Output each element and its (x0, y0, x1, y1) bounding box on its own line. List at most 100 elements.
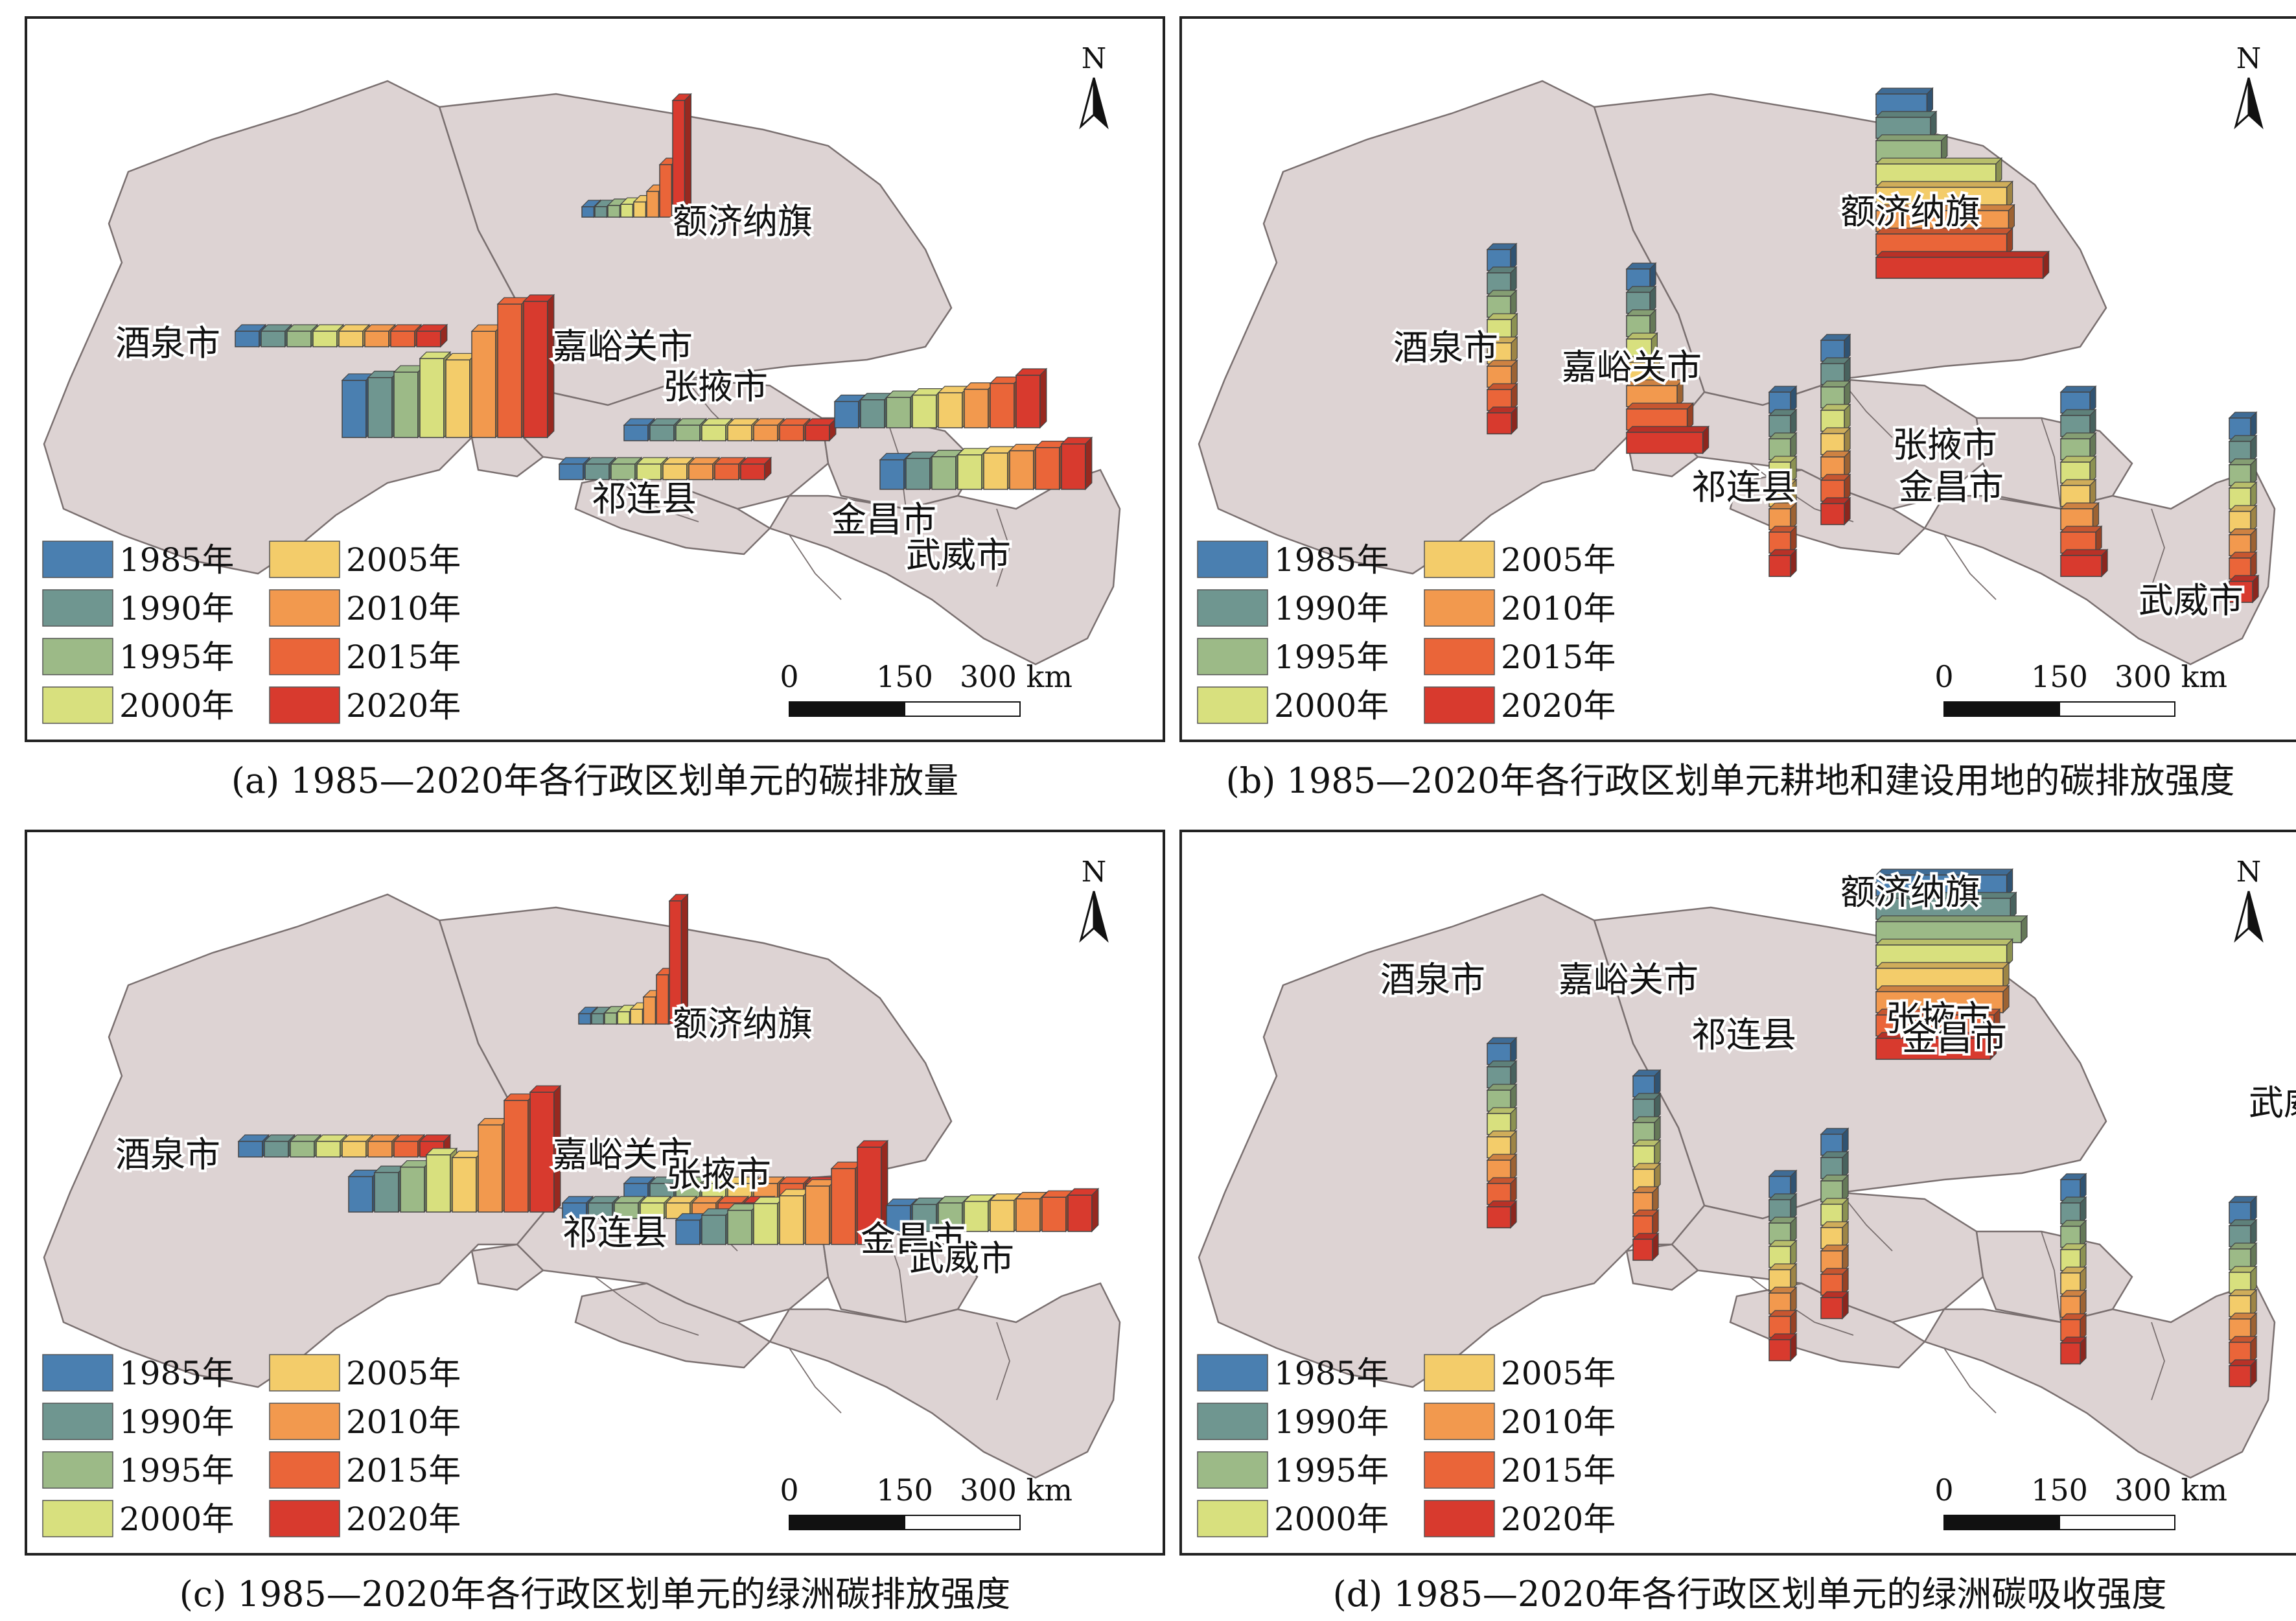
legend-swatch (1197, 1403, 1268, 1440)
bar-mark (620, 204, 634, 218)
bar-mark-top (2059, 549, 2109, 556)
legend-item: 2015年 (1424, 638, 1616, 676)
bar-mark-side (1039, 367, 1047, 429)
bar-mark (688, 463, 713, 480)
region-bar-group (1875, 87, 2050, 279)
bar-mark (1041, 1196, 1067, 1232)
legend-swatch (269, 1354, 340, 1392)
bar-mark (669, 900, 682, 1025)
bar-mark (931, 456, 957, 490)
bar-mark (1875, 257, 2044, 279)
legend-swatch (269, 686, 340, 724)
legend-swatch (1424, 1500, 1495, 1537)
region-label: 张掖市 (1886, 998, 1991, 1039)
region-bar-group (558, 456, 772, 481)
bar-mark (594, 206, 608, 218)
region-bar-group (1768, 385, 1798, 577)
county-boundary (594, 1276, 699, 1336)
county-boundary (1943, 1347, 1997, 1414)
legend-label: 2000年 (1274, 687, 1389, 725)
legend-label: 2010年 (346, 590, 461, 627)
bar-mark (497, 303, 522, 438)
legend-swatch (1197, 686, 1268, 724)
scale-segment-white (2059, 1515, 2175, 1530)
legend-item: 2000年 (1197, 1500, 1389, 1538)
scale-label: 0 (1934, 1473, 1953, 1508)
region-label: 酒泉市 (115, 1134, 220, 1175)
legend-label: 1985年 (119, 1355, 234, 1392)
legend-item: 2020年 (269, 686, 461, 725)
legend-label: 2005年 (1501, 1355, 1616, 1392)
bar-mark (1487, 412, 1512, 435)
bar-mark (1015, 375, 1041, 428)
region-label: 嘉峪关市 (1559, 959, 1699, 1000)
region-label: 酒泉市 (1393, 327, 1498, 368)
bar-mark (2229, 1365, 2251, 1388)
county-boundary (996, 1322, 1010, 1401)
bar-mark (529, 1091, 555, 1213)
region-qilian (574, 1282, 772, 1369)
legend: 1985年 1990年 1995年 2000年 2005年 2010年 2015年 2020年 (1197, 1354, 1616, 1538)
bar-mark-top (1875, 181, 2014, 188)
legend-swatch (42, 1403, 113, 1440)
region-bar-group (623, 417, 837, 442)
legend-swatch (1197, 1500, 1268, 1537)
scale-segment-white (904, 701, 1021, 717)
bar-mark (990, 1200, 1015, 1232)
legend-swatch (1424, 1451, 1495, 1489)
region-label: 金昌市 (861, 1219, 966, 1259)
scale-segment-black (789, 1515, 905, 1530)
bar-mark (419, 358, 445, 438)
legend-label: 2015年 (346, 1452, 461, 1489)
region-bar-group (1632, 1069, 1662, 1261)
bar-mark (614, 1202, 639, 1219)
region-label: 武威市 (909, 1238, 1014, 1279)
bar-mark (2060, 555, 2102, 577)
bar-mark (374, 1172, 399, 1213)
bar-mark-top (1875, 939, 2014, 946)
legend-item: 2010年 (1424, 589, 1616, 627)
bar-mark (393, 1141, 419, 1158)
region-bar-group (1768, 1169, 1798, 1362)
bar-mark (649, 425, 675, 441)
bar-mark (478, 1124, 503, 1213)
county-boundary (1943, 534, 1997, 600)
legend-label: 2000年 (119, 687, 234, 725)
scale-segment-black (1943, 1515, 2060, 1530)
region-wuwei (769, 1282, 1121, 1479)
bar-mark-top (1875, 915, 2028, 922)
bar-mark (740, 463, 765, 480)
region-label: 祁连县 (562, 1212, 667, 1253)
region-bar-group (1486, 1036, 1518, 1229)
region-bar-group (833, 367, 1048, 429)
north-label: N (2236, 42, 2262, 75)
region-labels: 额济纳旗酒泉市嘉峪关市张掖市祁连县金昌市武威市 (113, 1001, 1017, 1281)
bar-mark (1067, 1195, 1093, 1232)
bar-mark (779, 1195, 804, 1245)
panel-c: 额济纳旗 酒泉市 嘉峪关市 张掖市 祁连县 金昌市 武威市 N 1985年 1990年 1995年 2… (25, 830, 1165, 1556)
region-label: 祁连县 (592, 478, 697, 519)
legend: 1985年 1990年 1995年 2000年 2005年 2010年 2015年 2020年 (42, 541, 461, 725)
panel-a: 额济纳旗 酒泉市 嘉峪关市 张掖市 祁连县 金昌市 武威市 N 1985年 1990年 1995年 2… (25, 16, 1165, 742)
legend-item: 2000年 (1197, 686, 1389, 725)
legend-swatch (1424, 541, 1495, 578)
legend-label: 1985年 (119, 541, 234, 579)
region-bar-group (2228, 1195, 2258, 1388)
legend-item: 2010年 (1424, 1403, 1616, 1441)
legend-item: 2000年 (42, 1500, 234, 1538)
region-bar-group (885, 1187, 1100, 1233)
bar-mark (1875, 1038, 1991, 1060)
bar-mark (523, 301, 548, 438)
region-label: 金昌市 (831, 499, 936, 540)
scale-label: 300 km (960, 1473, 1073, 1508)
bar-mark (342, 1141, 367, 1158)
caption-d: (d) 1985—2020年各行政区划单元的绿洲碳吸收强度 (1332, 1574, 2167, 1615)
bar-mark (290, 1141, 315, 1158)
bar-mark (588, 1202, 613, 1219)
bar-mark-top (1875, 157, 2003, 165)
legend-swatch (269, 1403, 340, 1440)
region-label: 酒泉市 (115, 323, 220, 364)
region-labels: 额济纳旗酒泉市嘉峪关市张掖市祁连县金昌市武威市 (113, 198, 1014, 578)
